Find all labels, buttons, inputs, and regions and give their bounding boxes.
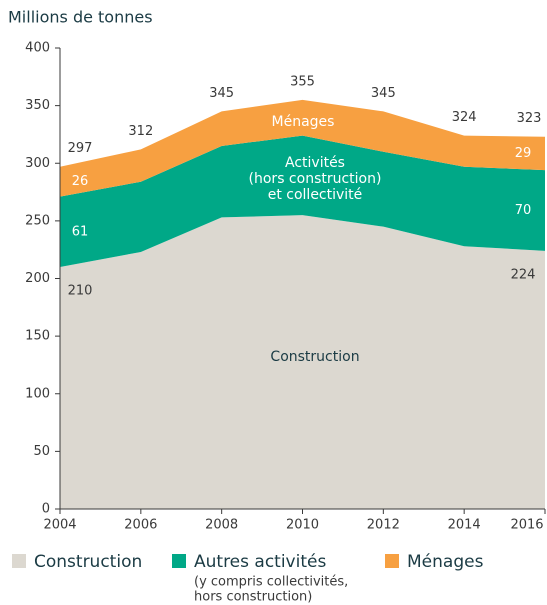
legend-swatch	[12, 554, 26, 568]
legend-swatch	[172, 554, 186, 568]
area	[60, 215, 545, 510]
y-tick-label: 300	[25, 156, 50, 171]
value-label: 29	[515, 146, 532, 161]
y-tick-label: 400	[25, 41, 50, 56]
x-tick-label: 2012	[367, 518, 400, 533]
y-tick-label: 0	[42, 502, 50, 517]
area-label: Ménages	[272, 114, 335, 130]
x-tick-label: 2008	[205, 518, 238, 533]
value-label: 70	[515, 203, 532, 218]
y-tick-label: 150	[25, 329, 50, 344]
area-label: (hors construction)	[249, 171, 382, 187]
area	[60, 135, 545, 267]
x-tick-label: 2006	[124, 518, 157, 533]
y-tick-label: 200	[25, 271, 50, 286]
legend-swatch	[385, 554, 399, 568]
area-label: Activités	[285, 155, 345, 171]
total-label: 355	[290, 74, 315, 89]
total-label: 345	[371, 86, 396, 101]
y-tick-label: 100	[25, 386, 50, 401]
area-label: et collectivité	[268, 187, 363, 203]
x-tick-label: 2010	[286, 518, 319, 533]
value-label: 210	[68, 283, 93, 298]
legend-note: (y compris collectivités,	[194, 575, 348, 590]
y-tick-label: 250	[25, 213, 50, 228]
value-label: 61	[72, 224, 89, 239]
total-label: 345	[209, 86, 234, 101]
total-label: 324	[452, 110, 477, 125]
x-tick-label: 2016	[510, 518, 543, 533]
legend-label: Construction	[34, 552, 142, 572]
value-label: 26	[72, 174, 89, 189]
total-label: 297	[68, 141, 93, 156]
total-label: 323	[517, 111, 542, 126]
chart-title: Millions de tonnes	[8, 8, 153, 27]
x-tick-label: 2014	[448, 518, 481, 533]
value-label: 224	[511, 267, 536, 282]
area	[60, 99, 545, 197]
legend-label: Autres activités	[194, 552, 326, 572]
y-tick-label: 350	[25, 98, 50, 113]
total-label: 312	[128, 124, 153, 139]
legend-note: hors construction)	[194, 590, 312, 605]
legend-label: Ménages	[407, 552, 484, 572]
y-tick-label: 50	[33, 444, 50, 459]
area-label: Construction	[270, 349, 359, 365]
x-tick-label: 2004	[43, 518, 76, 533]
